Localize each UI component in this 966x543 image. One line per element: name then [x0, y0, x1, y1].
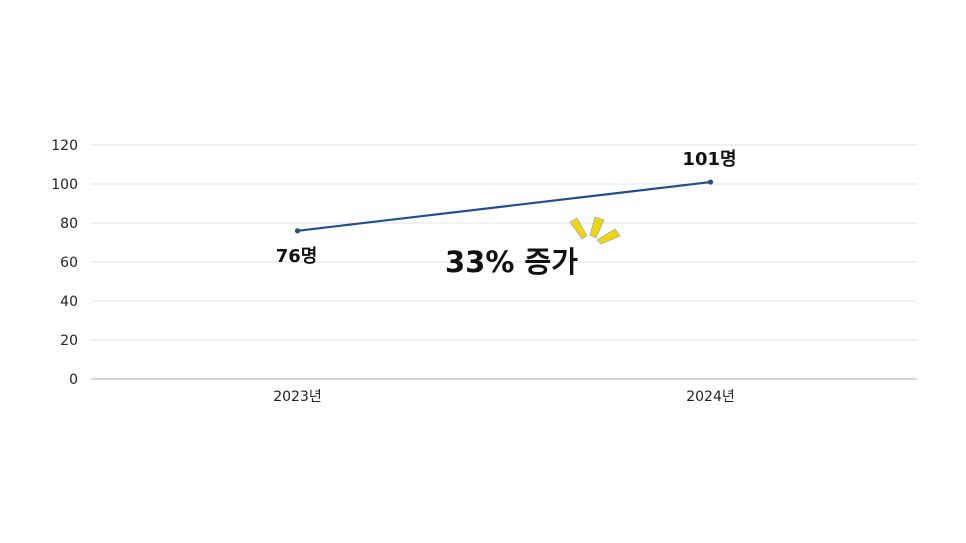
- x-tick-label: 2024년: [686, 389, 735, 405]
- y-tick-label: 60: [60, 255, 78, 271]
- y-tick-label: 100: [51, 177, 78, 193]
- data-point: [294, 228, 301, 234]
- data-labels: 76명 101명: [276, 149, 737, 267]
- sparkle-icon: [569, 216, 621, 245]
- data-point: [707, 179, 714, 185]
- series-line: [297, 180, 711, 232]
- increase-annotation: 33% 증가: [445, 216, 621, 279]
- data-label: 76명: [276, 246, 318, 267]
- y-tick-label: 20: [60, 333, 78, 349]
- gridlines: [91, 144, 917, 380]
- sparkle-ray-left: [569, 217, 588, 240]
- series-layer: [294, 179, 714, 234]
- y-tick-label: 40: [60, 294, 78, 310]
- data-label: 101명: [682, 149, 736, 170]
- x-tick-label: 2023년: [273, 389, 322, 405]
- y-axis-tick-labels: 0 20 40 60 80 100 120: [51, 138, 78, 388]
- sparkle-ray-right: [596, 228, 621, 245]
- increase-annotation-text: 33% 증가: [445, 245, 578, 279]
- y-tick-label: 0: [69, 372, 78, 388]
- y-tick-label: 80: [60, 216, 78, 232]
- sparkle-ray-middle: [589, 216, 605, 239]
- y-tick-label: 120: [51, 138, 78, 154]
- x-axis-tick-labels: 2023년 2024년: [273, 389, 735, 405]
